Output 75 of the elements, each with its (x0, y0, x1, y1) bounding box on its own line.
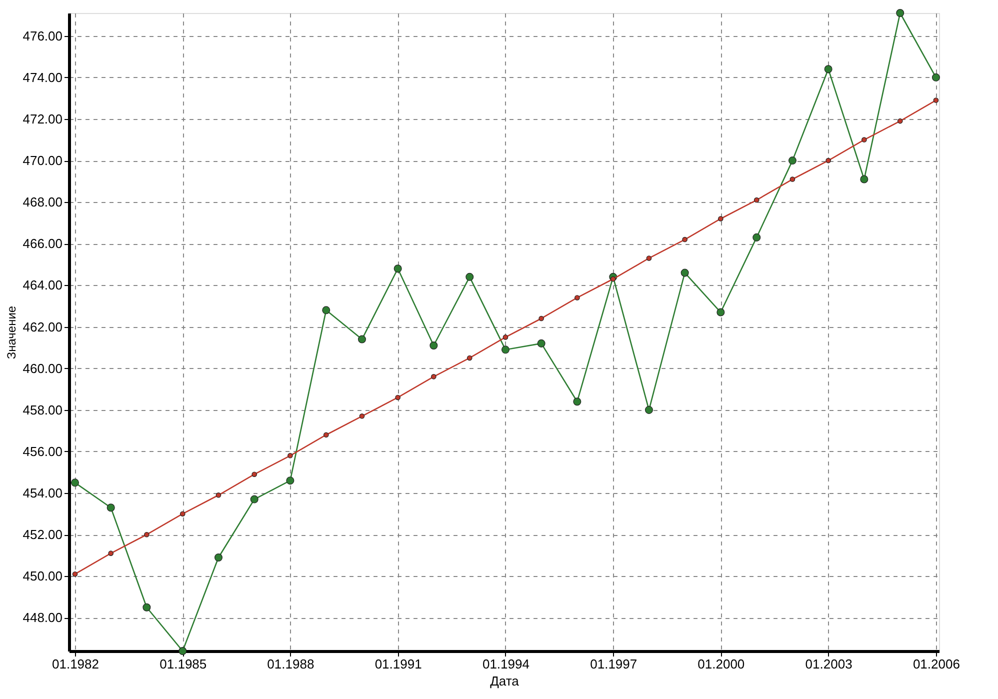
x-tick-label: 01.2003 (805, 656, 852, 672)
point (644, 406, 653, 414)
point (718, 216, 724, 222)
point (323, 432, 329, 438)
y-tick-label: 464.00 (22, 278, 62, 293)
point (252, 472, 257, 477)
point (682, 236, 688, 242)
point (754, 197, 760, 203)
point (286, 476, 294, 485)
y-tick-label: 476.00 (22, 28, 62, 44)
point (395, 394, 400, 400)
point (826, 158, 831, 164)
point (430, 342, 438, 350)
point (537, 339, 546, 348)
point (824, 65, 832, 74)
point (573, 398, 582, 406)
y-tick-label: 458.00 (22, 402, 62, 418)
point (178, 647, 187, 655)
point (501, 346, 510, 354)
x-tick-label: 01.1994 (482, 656, 530, 672)
point (394, 264, 402, 273)
point (932, 73, 940, 82)
point (144, 532, 150, 538)
point (610, 276, 616, 282)
x-tick-label: 01.2006 (912, 656, 960, 672)
point (538, 316, 544, 322)
point (214, 553, 222, 562)
x-tick-label: 01.1985 (160, 656, 207, 672)
point (466, 272, 474, 281)
point (933, 98, 939, 103)
point (288, 453, 293, 458)
point (860, 175, 868, 184)
y-tick-label: 460.00 (22, 360, 62, 376)
y-tick-label: 456.00 (22, 444, 62, 459)
point (680, 268, 689, 277)
y-tick-label: 452.00 (22, 527, 62, 542)
x-tick-label: 01.1982 (52, 656, 99, 672)
point (72, 571, 78, 577)
point (788, 156, 796, 165)
y-tick-label: 472.00 (22, 111, 62, 126)
x-axis-title: Дата (490, 674, 520, 688)
point (142, 603, 151, 612)
point (108, 550, 114, 556)
x-tick-label: 01.1991 (374, 656, 422, 672)
point (502, 334, 508, 340)
point (216, 492, 222, 498)
point (106, 504, 115, 512)
y-tick-label: 466.00 (22, 236, 62, 252)
point (359, 414, 365, 419)
point (646, 256, 652, 261)
point (180, 511, 186, 516)
point (896, 9, 904, 17)
point (466, 355, 472, 361)
point (431, 374, 436, 380)
y-tick-label: 468.00 (22, 194, 62, 210)
point (716, 308, 725, 316)
point (574, 295, 580, 300)
y-tick-label: 448.00 (22, 610, 62, 626)
point (897, 118, 903, 124)
point (322, 306, 330, 314)
point (358, 335, 366, 344)
y-axis-title: Значение (4, 306, 19, 360)
y-tick-label: 454.00 (22, 486, 62, 501)
y-tick-label: 462.00 (22, 319, 62, 334)
point (70, 478, 79, 487)
x-tick-label: 01.1997 (590, 656, 638, 672)
x-tick-label: 01.1988 (267, 656, 314, 672)
point (250, 495, 258, 504)
y-tick-label: 470.00 (22, 153, 62, 168)
y-tick-label: 450.00 (22, 568, 62, 584)
point (752, 233, 761, 242)
x-tick-label: 01.2000 (698, 656, 745, 672)
point (862, 137, 867, 142)
point (790, 176, 796, 182)
y-tick-label: 474.00 (22, 70, 62, 85)
